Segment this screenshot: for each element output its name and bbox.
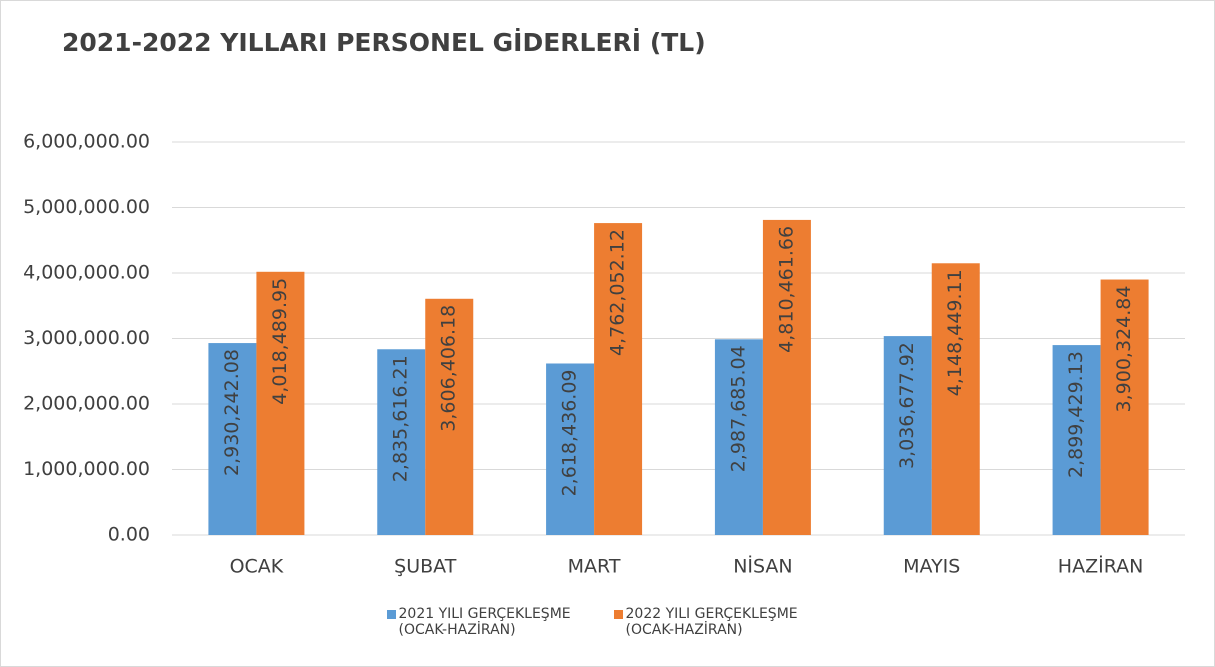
- bar: [1100, 279, 1149, 535]
- data-label: 3,900,324.84: [1113, 286, 1135, 413]
- data-label: 2,835,616.21: [390, 355, 412, 482]
- y-tick-label: 6,000,000.00: [23, 131, 150, 153]
- legend-label: 2022 YILI GERÇEKLEŞME (OCAK-HAZİRAN): [625, 606, 798, 638]
- bar: [256, 271, 305, 535]
- x-tick-label: MAYIS: [903, 556, 960, 578]
- data-label: 2,618,436.09: [559, 369, 581, 496]
- data-label: 2,930,242.08: [221, 349, 243, 476]
- y-tick-label: 5,000,000.00: [23, 196, 150, 218]
- chart-title: 2021-2022 YILLARI PERSONEL GİDERLERİ (TL…: [62, 27, 706, 57]
- data-label: 4,148,449.11: [944, 269, 966, 396]
- y-tick-label: 3,000,000.00: [23, 327, 150, 349]
- data-label: 4,018,489.95: [269, 278, 291, 405]
- bar: [1052, 345, 1101, 535]
- data-label: 3,036,677.92: [896, 342, 918, 469]
- legend-swatch: [386, 610, 396, 619]
- data-label: 4,762,052.12: [607, 229, 629, 356]
- bar: [594, 223, 643, 536]
- y-tick-label: 2,000,000.00: [23, 393, 150, 415]
- legend: 2021 YILI GERÇEKLEŞME (OCAK-HAZİRAN) 2022…: [0, 606, 1215, 638]
- legend-item: 2022 YILI GERÇEKLEŞME (OCAK-HAZİRAN): [613, 606, 829, 638]
- x-tick-label: ŞUBAT: [394, 556, 457, 578]
- legend-label: 2021 YILI GERÇEKLEŞME (OCAK-HAZİRAN): [398, 606, 571, 638]
- bar: [546, 363, 595, 535]
- legend-swatch: [613, 610, 623, 619]
- data-label: 2,987,685.04: [727, 345, 749, 472]
- bar: [931, 263, 980, 535]
- bar: [714, 339, 763, 535]
- x-tick-label: HAZİRAN: [1058, 555, 1144, 578]
- y-tick-label: 1,000,000.00: [23, 458, 150, 480]
- data-label: 4,810,461.66: [775, 226, 797, 353]
- bar: [208, 343, 257, 535]
- bar: [883, 336, 932, 535]
- x-tick-label: MART: [568, 556, 621, 578]
- data-label: 2,899,429.13: [1065, 351, 1087, 478]
- bar: [377, 349, 426, 535]
- data-label: 3,606,406.18: [438, 305, 460, 432]
- bar: [762, 219, 811, 535]
- y-tick-label: 0.00: [108, 524, 150, 546]
- legend-item: 2021 YILI GERÇEKLEŞME (OCAK-HAZİRAN): [386, 606, 602, 638]
- y-tick-label: 4,000,000.00: [23, 262, 150, 284]
- x-tick-label: NİSAN: [733, 555, 792, 578]
- x-tick-label: OCAK: [230, 556, 284, 578]
- bar: [425, 298, 474, 535]
